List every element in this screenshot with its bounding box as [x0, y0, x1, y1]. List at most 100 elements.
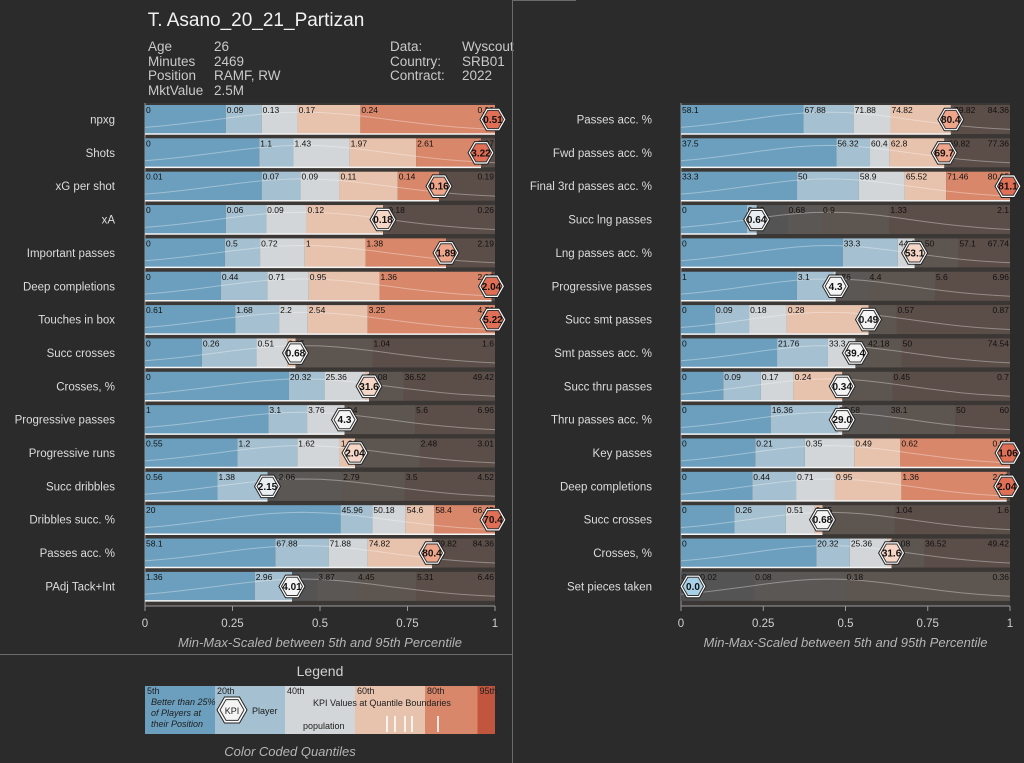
quantile-band	[201, 338, 257, 368]
kpi-hexagon	[434, 243, 458, 263]
quantile-band-faint	[372, 338, 495, 368]
quantile-band	[755, 438, 805, 468]
quantile-label: 67.88	[276, 539, 298, 549]
quantile-label: 0.35	[806, 439, 823, 449]
quantile-band	[275, 538, 329, 568]
legend-population-label: population	[303, 721, 345, 731]
quantile-label: 3.87	[318, 572, 335, 582]
legend-player-label: Player	[252, 706, 278, 716]
quantile-band	[237, 438, 298, 468]
quantile-label: 1.2	[238, 439, 250, 449]
population-curve	[680, 311, 1011, 330]
quantile-label: 0.61	[146, 305, 163, 315]
quantile-label: 1	[682, 272, 687, 282]
quantile-label: 20	[146, 505, 156, 515]
metric-row: Progressive runs0.551.21.621.922.483.012…	[29, 438, 496, 469]
quantile-label: 2.54	[309, 305, 326, 315]
x-axis-label: Min-Max-Scaled between 5th and 95th Perc…	[704, 635, 988, 650]
kpi-value: 69.7	[934, 148, 954, 159]
quantile-label: 60.4	[871, 138, 888, 148]
quantile-band-faint	[892, 371, 1010, 401]
quantile-band	[681, 138, 837, 168]
quantile-label: 0.95	[310, 272, 327, 282]
quantile-label: 1.36	[902, 472, 919, 482]
quantile-label: 1	[146, 405, 151, 415]
metric-row: Passes acc. % 58.1 67.88 71.88 74.82 79.82 84.…	[40, 538, 496, 569]
quantile-label: 0.45	[894, 372, 911, 382]
quantile-band-faint	[947, 138, 1010, 168]
quantile-band	[145, 571, 255, 601]
quantile-band	[308, 271, 380, 301]
quantile-band	[145, 271, 221, 301]
quantile-label: 38.1	[891, 405, 908, 415]
quantile-label: 0.14	[399, 172, 416, 182]
quantile-label: 0.09	[716, 305, 733, 315]
population-curve	[680, 445, 1011, 464]
quantile-band	[260, 238, 305, 268]
quantile-band-faint	[822, 205, 890, 235]
legend-divider	[0, 654, 512, 655]
quantile-label: 1.43	[295, 138, 312, 148]
quantile-label: 58.1	[146, 539, 163, 549]
row-background	[681, 571, 1010, 601]
quantile-band	[225, 105, 262, 134]
x-tick-label: 0.5	[838, 618, 854, 630]
kpi-hexagon	[831, 376, 854, 396]
quantile-label: 1.38	[367, 238, 384, 248]
metric-label: Touches in box	[38, 315, 115, 327]
quantile-band	[145, 171, 262, 201]
quantile-label: 69.82	[949, 138, 971, 148]
quantile-band	[760, 371, 794, 401]
kpi-value: 31.6	[359, 382, 379, 393]
population-curve	[144, 378, 496, 397]
quantile-band	[145, 205, 226, 235]
metric-row: Dribbles succ. % 20 45.96 50.18 54.6 58.4 66.4…	[29, 505, 507, 535]
metric-row: xA 0 0.06 0.09 0.12 0.18 0.26 0.18	[102, 205, 496, 235]
kpi-hexagon	[371, 210, 395, 230]
quantile-label: 67.74	[988, 238, 1010, 248]
quantile-label: 0.56	[146, 472, 163, 482]
quantile-label: 0	[682, 539, 687, 549]
quantile-label: 0.55	[146, 439, 163, 449]
quantile-label: 0.68	[789, 205, 806, 215]
quantile-band	[279, 305, 308, 335]
quantile-label: 3.1	[269, 405, 281, 415]
population-curve	[144, 111, 496, 130]
quantile-band	[145, 338, 202, 368]
quantile-band	[681, 538, 817, 568]
quantile-label: 50	[798, 172, 808, 182]
quantile-label: 62.8	[891, 138, 908, 148]
population-curve	[680, 345, 1011, 364]
quantile-label: 20.32	[817, 539, 839, 549]
quantile-band	[858, 171, 905, 201]
metric-row: Lng passes acc. %033.344.645057.167.7453…	[555, 238, 1011, 269]
quantile-label: 33.3	[682, 172, 699, 182]
kpi-value: 80.4	[941, 115, 961, 126]
metric-label: Key passes	[593, 448, 653, 460]
quantile-label: 5.31	[417, 572, 434, 582]
quantile-label: 0.11	[340, 172, 356, 182]
quantile-label: 0.06	[227, 205, 244, 215]
quantile-band	[145, 471, 218, 501]
legend-percentile: 5th	[147, 686, 160, 696]
quantile-label: 2.61	[417, 138, 434, 148]
kpi-hexagon	[481, 109, 505, 130]
quantile-band	[267, 271, 309, 301]
player-info-right: Data: Wyscout Country: SRB01 Contract: 2022	[390, 39, 514, 84]
quantile-label: 1.04	[896, 505, 913, 515]
quantile-band-faint	[416, 571, 495, 601]
quantile-band	[681, 405, 771, 435]
quantile-band-faint	[924, 538, 1010, 568]
quantile-label: 49.42	[988, 539, 1010, 549]
quantile-band	[339, 171, 398, 201]
kpi-value: 1.06	[998, 449, 1018, 460]
quantile-label: 0.62	[901, 439, 918, 449]
quantile-label: 0.72	[261, 238, 278, 248]
metric-label: Progressive runs	[29, 448, 116, 460]
quantile-band	[770, 405, 838, 435]
kpi-hexagon	[903, 243, 926, 263]
